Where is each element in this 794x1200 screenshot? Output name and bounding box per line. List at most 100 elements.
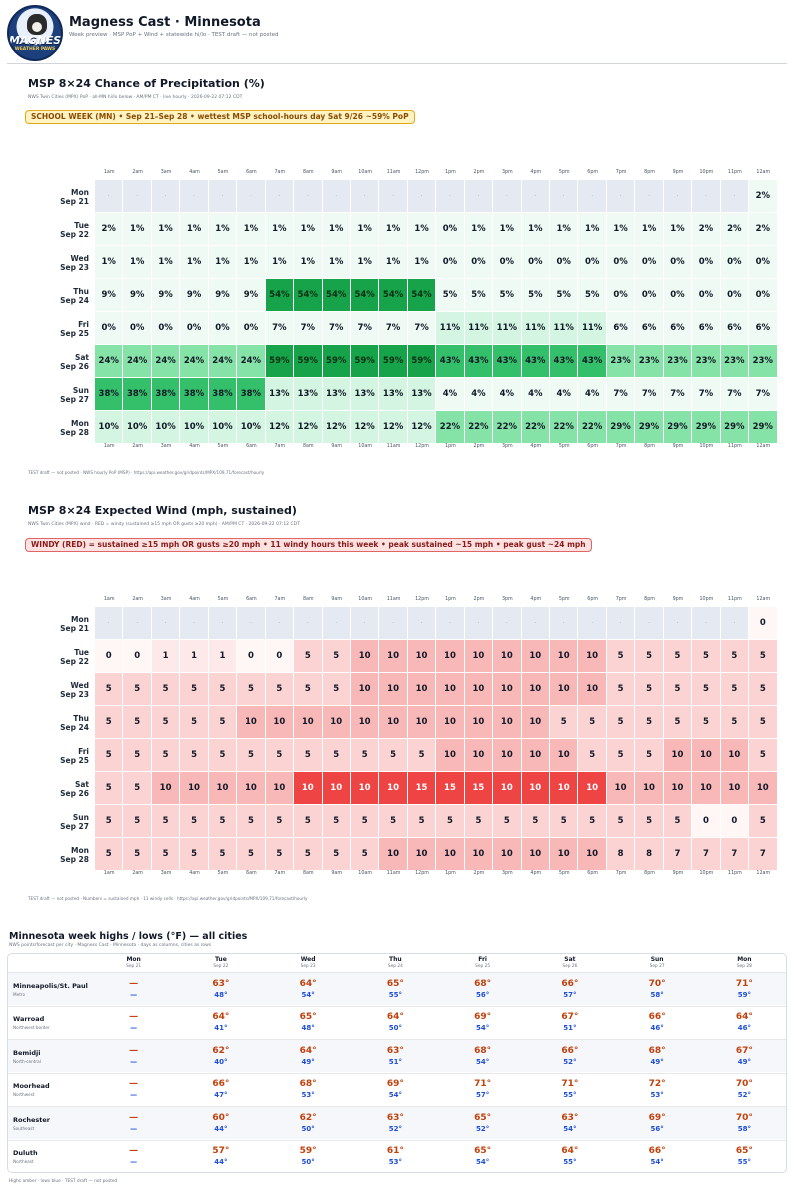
temp-cell: 65° 54° (439, 1141, 526, 1173)
pop-cell: 23% (635, 345, 664, 378)
wind-cell: 10 (350, 640, 380, 673)
wind-row: Tue Sep 22 0 0 1 1 1 0 0 5 5 10 10 10 10 10 10 10 10 10 5 5 5 5… (28, 640, 778, 673)
wind-cell: · (493, 607, 522, 640)
high-temp: 70° (648, 978, 666, 989)
day-col-header: Mon Sep 21 (90, 954, 177, 972)
wind-cell: 0 (265, 640, 295, 673)
hour-label: 3pm (501, 444, 513, 449)
pop-cell: 10% (208, 411, 238, 444)
wind-cell: 1 (151, 640, 181, 673)
pop-cell: 7% (407, 312, 437, 345)
temp-cell: 64° 41° (177, 1007, 264, 1039)
low-temp: 49° (650, 1057, 664, 1066)
wind-cell: 5 (749, 739, 778, 772)
day-name: Fri (78, 319, 89, 329)
pop-cell: 23% (663, 345, 693, 378)
pop-cell: 1% (350, 246, 380, 279)
hour-label: 1am (103, 444, 115, 449)
low-temp: 58° (650, 990, 664, 999)
high-temp: 69° (648, 1112, 666, 1123)
high-temp: 66° (648, 1146, 666, 1156)
low-temp: 49° (737, 1057, 751, 1066)
wind-cell: 5 (436, 805, 465, 838)
wind-cell: 5 (606, 805, 636, 838)
wind-cell: 5 (208, 673, 238, 706)
day-date: Sep 28 (60, 427, 89, 437)
temp-cell: 66° 52° (526, 1040, 613, 1072)
day-label: Sat Sep 26 (28, 345, 95, 378)
wind-cell: 7 (749, 838, 778, 871)
wind-banner: WINDY (RED) = sustained ≥15 mph OR gusts… (25, 538, 592, 552)
day-label: Sat Sep 26 (28, 772, 95, 805)
wind-cell: 5 (635, 805, 664, 838)
day-date: Sep 27 (649, 964, 665, 969)
day-date: Sep 26 (60, 788, 89, 798)
wind-cell: 5 (379, 805, 408, 838)
hour-label: 2pm (473, 597, 485, 602)
wind-title: MSP 8×24 Expected Wind (mph, sustained) (28, 504, 297, 517)
pop-cell: 1% (265, 213, 295, 246)
high-temp: — (129, 1079, 139, 1089)
temp-cell: 65° 55° (352, 973, 439, 1005)
pop-cell: 38% (180, 378, 209, 411)
low-temp: 53° (388, 1158, 402, 1166)
wind-cell: 5 (180, 706, 209, 739)
day-name: Mon (126, 956, 141, 963)
pop-cell: 6% (692, 312, 721, 345)
pop-cell: · (493, 180, 522, 213)
hour-label: 10pm (699, 597, 714, 602)
wind-cell: 10 (407, 706, 437, 739)
low-temp: 57° (476, 1091, 490, 1099)
day-label: Wed Sep 23 (28, 673, 95, 706)
city-row: Bemidji North-central — —62° 40° 64° 49° 63° 51°… (8, 1039, 786, 1072)
high-temp: — (129, 1045, 139, 1056)
high-temp: 68° (474, 978, 492, 989)
temp-cell: — — (90, 973, 177, 1005)
pop-cell: 22% (493, 411, 522, 444)
low-temp: 54° (476, 1158, 490, 1166)
wind-cell: 10 (464, 739, 494, 772)
wind-cell: 5 (692, 673, 721, 706)
pop-cell: 0% (749, 279, 778, 312)
pop-cell: 38% (237, 378, 266, 411)
pop-title: MSP 8×24 Chance of Precipitation (%) (28, 77, 265, 90)
pop-cell: · (265, 180, 295, 213)
pop-cell: 43% (550, 345, 579, 378)
pop-cell: 7% (720, 378, 750, 411)
wind-footer: TEST draft — not posted · Numbers = sust… (28, 896, 308, 901)
wind-cell: · (151, 607, 181, 640)
magness-logo: MAGNESS WEATHER PAWS (7, 5, 63, 61)
wind-cell: 10 (265, 772, 295, 805)
pop-cell: 1% (123, 246, 152, 279)
low-temp: 47° (214, 1091, 228, 1099)
temp-cell: — — (90, 1074, 177, 1106)
hour-label: 2pm (473, 170, 485, 175)
temp-cell: 66° 54° (614, 1141, 701, 1173)
wind-cell: 10 (322, 772, 351, 805)
pop-cell: · (180, 180, 209, 213)
day-name: Sun (72, 812, 89, 822)
day-date: Sep 21 (60, 196, 89, 206)
low-temp: 49° (301, 1057, 315, 1066)
wind-cell: 10 (294, 706, 323, 739)
pop-row: Wed Sep 23 1% 1% 1% 1% 1% 1% 1% 1% 1% 1% 1% 1% 0% 0% 0% 0… (28, 246, 778, 279)
wind-cell: 5 (294, 673, 323, 706)
pop-cell: 10% (95, 411, 124, 444)
temp-cell: — — (90, 1007, 177, 1039)
day-date: Sep 28 (60, 854, 89, 864)
pop-cell: 59% (265, 345, 295, 378)
pop-cell: 43% (436, 345, 465, 378)
pop-cell: 11% (578, 312, 607, 345)
high-temp: 64° (212, 1012, 230, 1022)
wind-cell: 15 (407, 772, 437, 805)
day-col-header: Sat Sep 26 (526, 954, 613, 972)
day-date: Sep 28 (736, 964, 752, 969)
hour-label: 4am (189, 871, 200, 876)
low-temp: 53° (301, 1091, 315, 1099)
temp-cell: 59° 50° (265, 1141, 352, 1173)
hour-label: 2am (132, 444, 143, 449)
wind-cell: 15 (464, 772, 494, 805)
wind-cell: 10 (379, 772, 408, 805)
hour-label: 7am (274, 444, 286, 449)
pop-cell: 0% (663, 246, 693, 279)
